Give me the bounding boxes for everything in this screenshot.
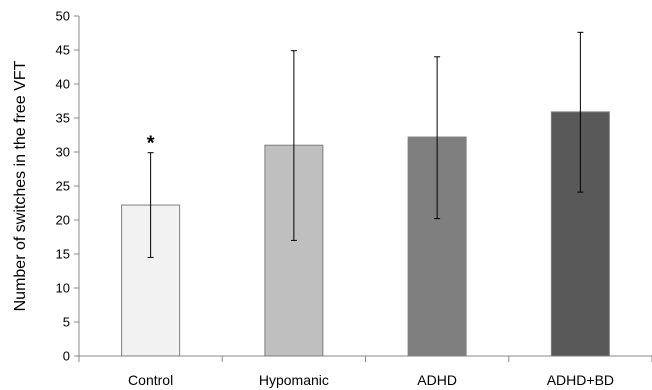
y-axis-title: Number of switches in the free VFT xyxy=(12,60,29,311)
x-category-label: Hypomanic xyxy=(259,372,329,388)
y-tick-label: 20 xyxy=(56,213,70,228)
y-tick-label: 0 xyxy=(63,349,70,364)
y-tick-label: 45 xyxy=(56,43,70,58)
y-tick-label: 50 xyxy=(56,9,70,24)
y-tick-label: 25 xyxy=(56,179,70,194)
y-tick-label: 30 xyxy=(56,145,70,160)
y-tick-label: 10 xyxy=(56,281,70,296)
y-tick-label: 5 xyxy=(63,315,70,330)
significance-marker: * xyxy=(147,133,155,155)
x-category-label: Control xyxy=(128,372,173,388)
y-tick-label: 40 xyxy=(56,77,70,92)
x-category-label: ADHD+BD xyxy=(547,372,614,388)
y-tick-label: 15 xyxy=(56,247,70,262)
plot-area: 0 5 10 15 20 25 30 35 40 45 50 Control Hypomanic ADHD… xyxy=(56,9,652,388)
y-tick-label: 35 xyxy=(56,111,70,126)
x-category-label: ADHD xyxy=(417,372,457,388)
